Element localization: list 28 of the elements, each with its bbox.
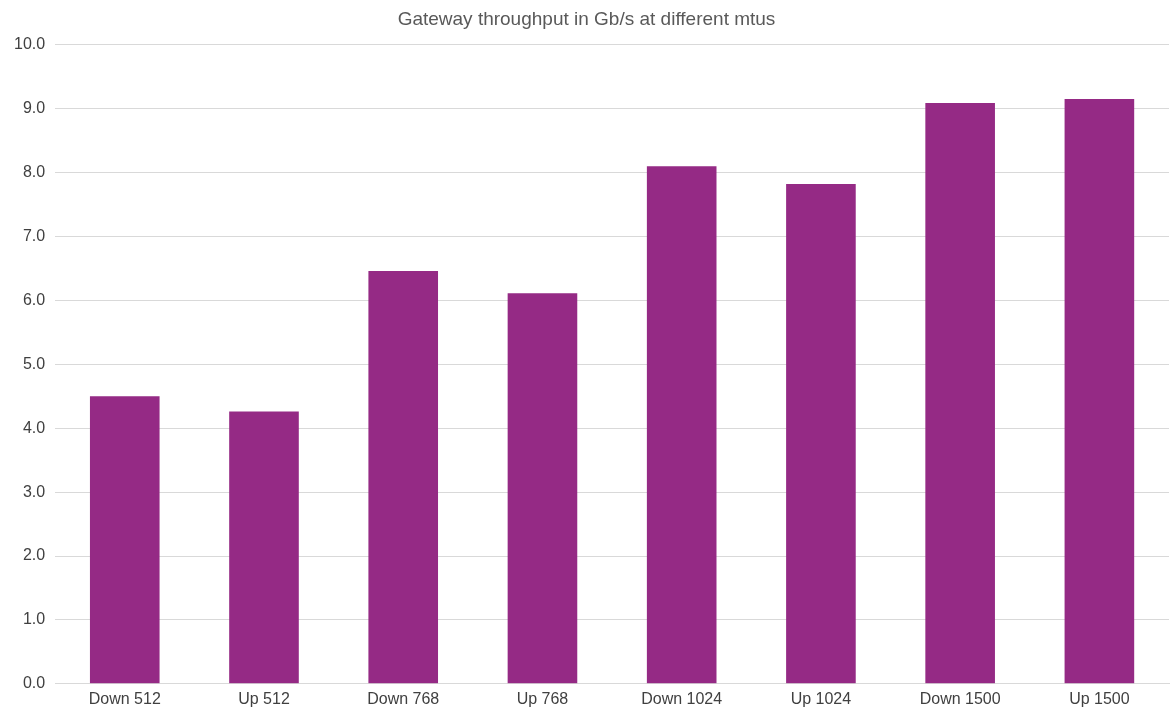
y-tick-label: 7.0: [22, 226, 46, 244]
bar: [1064, 99, 1135, 684]
y-tick-label: 4.0: [22, 418, 46, 436]
bar: [786, 184, 856, 684]
bar: [646, 166, 717, 684]
y-tick-label: 6.0: [22, 290, 46, 308]
y-tick-label: 1.0: [22, 610, 46, 628]
bar: [89, 396, 160, 684]
x-tick-label: Up 1500: [1069, 689, 1130, 707]
bar: [925, 102, 995, 684]
bar: [229, 411, 299, 684]
y-tick-label: 0.0: [22, 674, 46, 692]
y-tick-label: 2.0: [22, 546, 46, 564]
y-tick-label: 9.0: [22, 99, 46, 117]
x-tick-label: Down 1500: [919, 689, 1001, 707]
y-tick-label: 3.0: [22, 482, 46, 500]
y-tick-label: 8.0: [22, 163, 46, 181]
x-tick-label: Up 768: [516, 689, 569, 707]
y-tick-label: 5.0: [22, 354, 46, 372]
x-tick-label: Down 512: [88, 689, 161, 707]
x-tick-label: Up 512: [238, 689, 290, 707]
x-tick-label: Down 1024: [641, 689, 723, 707]
chart-title: Gateway throughput in Gb/s at different mtus: [397, 7, 776, 29]
bar: [368, 271, 439, 684]
y-tick-label: 10.0: [14, 35, 46, 53]
x-tick-label: Up 1024: [790, 689, 852, 707]
x-tick-label: Down 768: [367, 689, 440, 707]
bar: [507, 293, 578, 684]
